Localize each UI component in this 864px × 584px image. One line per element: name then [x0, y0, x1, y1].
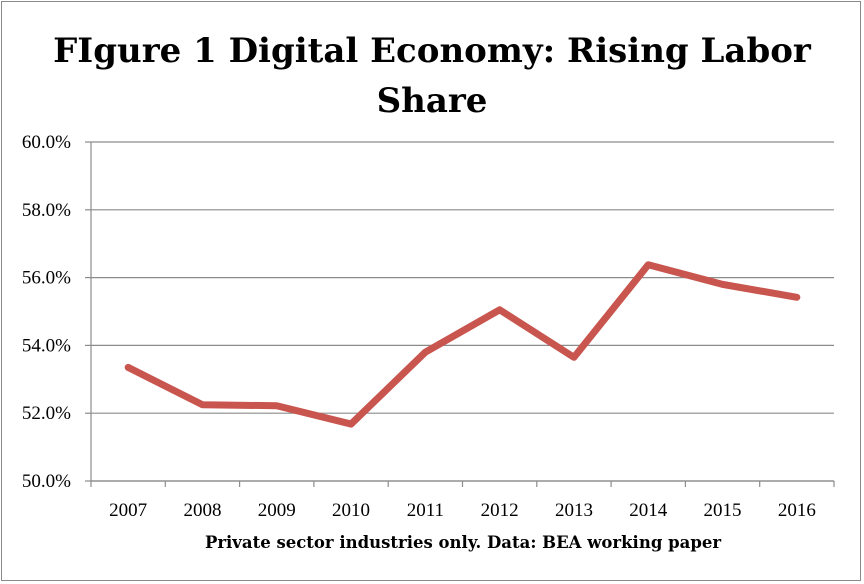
x-tick-label: 2011	[407, 500, 444, 521]
series-line	[124, 261, 801, 428]
y-tick-label: 56.0%	[22, 268, 71, 289]
x-tick-label: 2007	[109, 500, 147, 521]
y-tick-label: 50.0%	[22, 471, 71, 492]
chart-title-line-2: Share	[376, 81, 488, 121]
chart-title-line-1: FIgure 1 Digital Economy: Rising Labor	[53, 31, 811, 71]
y-axis-tick-labels: 50.0% 52.0% 54.0% 56.0% 58.0% 60.0%	[22, 132, 71, 492]
x-tick-label: 2013	[555, 500, 593, 521]
chart-title: FIgure 1 Digital Economy: Rising Labor S…	[0, 26, 864, 126]
x-axis-tick-labels: 2007 2008 2009 2010 2011 2012 2013 2014 2015 2016	[109, 500, 816, 521]
y-tick-label: 58.0%	[22, 200, 71, 221]
x-tick-label: 2014	[629, 500, 668, 521]
x-tick-label: 2010	[332, 500, 370, 521]
gridlines	[85, 141, 834, 482]
y-tick-label: 60.0%	[22, 132, 71, 153]
axes	[90, 142, 835, 487]
x-tick-label: 2009	[258, 500, 296, 521]
x-tick-label: 2015	[704, 500, 742, 521]
y-tick-label: 52.0%	[22, 403, 71, 424]
y-tick-label: 54.0%	[22, 335, 71, 356]
x-tick-label: 2012	[481, 500, 519, 521]
series-lines	[124, 261, 801, 428]
x-axis-title: Private sector industries only. Data: BE…	[205, 533, 721, 552]
x-tick-label: 2016	[778, 500, 816, 521]
x-tick-label: 2008	[183, 500, 221, 521]
